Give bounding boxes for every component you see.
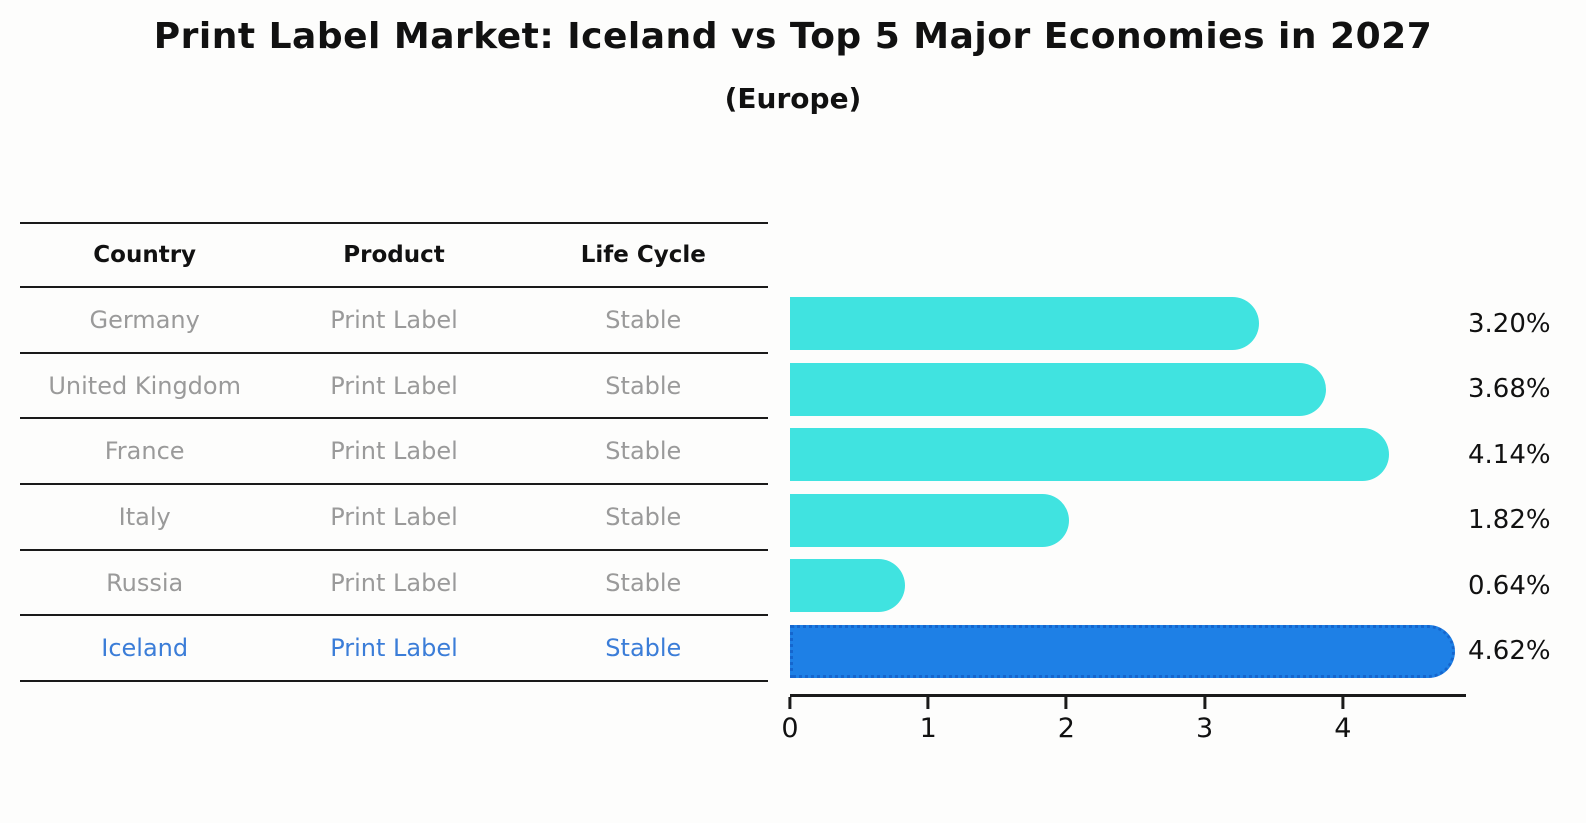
value-label: 4.62%: [1468, 636, 1551, 666]
value-label: 3.20%: [1468, 308, 1551, 339]
cell-country: Italy: [118, 502, 171, 531]
cell-country: Russia: [106, 568, 184, 597]
column-header-product: Product: [343, 242, 445, 268]
value-label: 4.14%: [1468, 439, 1551, 470]
table-row-iceland-highlight: Iceland Print Label Stable: [20, 616, 768, 683]
cell-product: Print Label: [330, 568, 458, 597]
x-axis-tick: 2: [1058, 697, 1075, 744]
tick-label: 1: [919, 713, 937, 744]
cell-product: Print Label: [330, 634, 458, 663]
chart-title: Print Label Market: Iceland vs Top 5 Maj…: [153, 16, 1433, 57]
value-label: 1.82%: [1468, 505, 1551, 535]
bar-france: [790, 428, 1390, 481]
cell-country: United Kingdom: [48, 371, 241, 400]
cell-life-cycle: Stable: [605, 305, 682, 334]
x-axis-tick: 4: [1334, 697, 1351, 744]
cell-life-cycle: Stable: [605, 568, 682, 597]
bar-row-iceland: 4.62%: [790, 624, 1586, 678]
table-row: Italy Print Label Stable: [20, 485, 768, 551]
tick-mark: [788, 697, 792, 709]
table-header-row: Country Product Life Cycle: [20, 224, 768, 288]
tick-mark: [926, 697, 930, 709]
bar-iceland-highlight: [790, 624, 1456, 678]
tick-mark: [1203, 697, 1207, 709]
x-axis-tick: 1: [920, 697, 937, 744]
column-header-life-cycle: Life Cycle: [580, 242, 706, 268]
value-label: 3.68%: [1468, 374, 1551, 404]
x-axis: [790, 694, 1466, 697]
table-row: France Print Label Stable: [20, 419, 768, 486]
tick-label: 3: [1196, 713, 1214, 744]
bar-germany: [790, 297, 1260, 350]
bar-row-italy: 1.82%: [790, 493, 1586, 547]
table-row: Germany Print Label Stable: [20, 288, 768, 354]
bar-row-russia: 0.64%: [790, 559, 1586, 612]
tick-label: 4: [1334, 713, 1352, 744]
cell-life-cycle: Stable: [605, 502, 682, 531]
value-label: 0.64%: [1468, 570, 1551, 601]
cell-life-cycle: Stable: [605, 371, 682, 400]
cell-product: Print Label: [330, 502, 458, 531]
bar-russia: [790, 559, 906, 612]
tick-mark: [1341, 697, 1345, 709]
x-axis-tick: 0: [781, 697, 799, 744]
column-header-country: Country: [93, 242, 197, 268]
cell-product: Print Label: [330, 371, 458, 400]
bar-row-france: 4.14%: [790, 428, 1586, 481]
cell-product: Print Label: [330, 437, 458, 466]
cell-country: Iceland: [101, 634, 189, 663]
cell-life-cycle: Stable: [605, 437, 682, 466]
cell-life-cycle: Stable: [605, 634, 682, 663]
bar-row-germany: 3.20%: [790, 297, 1586, 350]
table-row: Russia Print Label Stable: [20, 551, 768, 617]
tick-label: 2: [1057, 713, 1075, 744]
bar-united-kingdom: [790, 362, 1326, 416]
table-row: United Kingdom Print Label Stable: [20, 354, 768, 420]
cell-product: Print Label: [330, 305, 458, 334]
x-axis-tick: 3: [1196, 697, 1213, 744]
bar-row-united-kingdom: 3.68%: [790, 362, 1586, 416]
country-table: Country Product Life Cycle Germany Print…: [20, 222, 768, 683]
cell-country: France: [104, 437, 185, 466]
tick-mark: [1064, 697, 1068, 709]
chart-subtitle: (Europe): [724, 82, 862, 115]
tick-label: 0: [781, 713, 799, 744]
cell-country: Germany: [89, 305, 200, 334]
bar-italy: [790, 493, 1069, 547]
